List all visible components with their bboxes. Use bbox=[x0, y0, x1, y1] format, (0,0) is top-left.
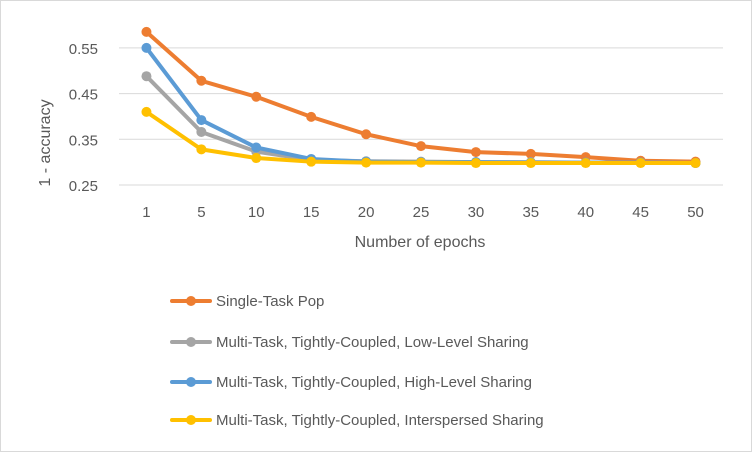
y-tick-label: 0.45 bbox=[69, 87, 98, 104]
data-point bbox=[251, 142, 262, 153]
y-tick-label: 0.55 bbox=[69, 41, 98, 58]
data-point bbox=[470, 147, 481, 158]
legend-label: Single-Task Pop bbox=[216, 293, 324, 310]
legend-item: Multi-Task, Tightly-Coupled, Low-Level S… bbox=[170, 334, 529, 351]
x-tick-label: 30 bbox=[468, 204, 485, 221]
data-point bbox=[306, 156, 317, 167]
legend-label: Multi-Task, Tightly-Coupled, Low-Level S… bbox=[216, 334, 529, 351]
legend-item: Single-Task Pop bbox=[170, 293, 324, 310]
data-point bbox=[251, 153, 262, 164]
data-point bbox=[580, 158, 591, 169]
legend-label: Multi-Task, Tightly-Coupled, High-Level … bbox=[216, 374, 532, 391]
x-tick-label: 50 bbox=[687, 204, 704, 221]
x-tick-label: 40 bbox=[577, 204, 594, 221]
x-tick-label: 15 bbox=[303, 204, 320, 221]
x-tick-label: 1 bbox=[142, 204, 150, 221]
data-point bbox=[141, 106, 152, 117]
legend-label: Multi-Task, Tightly-Coupled, Intersperse… bbox=[216, 412, 544, 429]
data-point bbox=[196, 115, 207, 126]
legend-item: Multi-Task, Tightly-Coupled, Intersperse… bbox=[170, 412, 544, 429]
series-lines bbox=[141, 26, 701, 169]
data-point bbox=[361, 129, 372, 140]
data-point bbox=[141, 71, 152, 82]
x-axis: 1 5 10 15 20 25 30 35 40 45 50 bbox=[142, 204, 704, 221]
data-point bbox=[690, 158, 701, 169]
legend: Single-Task Pop Multi-Task, Tightly-Coupl… bbox=[170, 293, 544, 429]
series-4 bbox=[141, 106, 701, 169]
x-tick-label: 20 bbox=[358, 204, 375, 221]
data-point bbox=[196, 144, 207, 155]
data-point bbox=[635, 158, 646, 169]
legend-swatch-marker bbox=[186, 377, 196, 387]
data-point bbox=[196, 75, 207, 86]
data-point bbox=[306, 111, 317, 122]
x-tick-label: 45 bbox=[632, 204, 649, 221]
data-point bbox=[361, 157, 372, 168]
x-tick-label: 25 bbox=[413, 204, 430, 221]
data-point bbox=[416, 157, 426, 168]
legend-item: Multi-Task, Tightly-Coupled, High-Level … bbox=[170, 374, 532, 391]
data-point bbox=[525, 158, 536, 169]
x-tick-label: 35 bbox=[522, 204, 539, 221]
y-tick-label: 0.35 bbox=[69, 132, 98, 149]
legend-swatch-marker bbox=[186, 337, 196, 347]
y-axis-label: 1 - accuracy bbox=[37, 99, 54, 186]
data-point bbox=[470, 158, 481, 169]
x-tick-label: 10 bbox=[248, 204, 265, 221]
data-point bbox=[251, 91, 262, 102]
data-point bbox=[141, 42, 152, 53]
y-tick-label: 0.25 bbox=[69, 178, 98, 195]
data-point bbox=[196, 126, 207, 137]
legend-swatch-marker bbox=[186, 296, 196, 306]
legend-swatch-marker bbox=[186, 415, 196, 425]
series-line bbox=[144, 109, 698, 166]
x-tick-label: 5 bbox=[197, 204, 205, 221]
x-axis-label: Number of epochs bbox=[355, 234, 486, 251]
data-point bbox=[416, 141, 426, 152]
data-point bbox=[141, 26, 152, 37]
y-axis-ticks: 0.25 0.35 0.45 0.55 bbox=[69, 41, 98, 195]
data-point bbox=[525, 148, 536, 159]
